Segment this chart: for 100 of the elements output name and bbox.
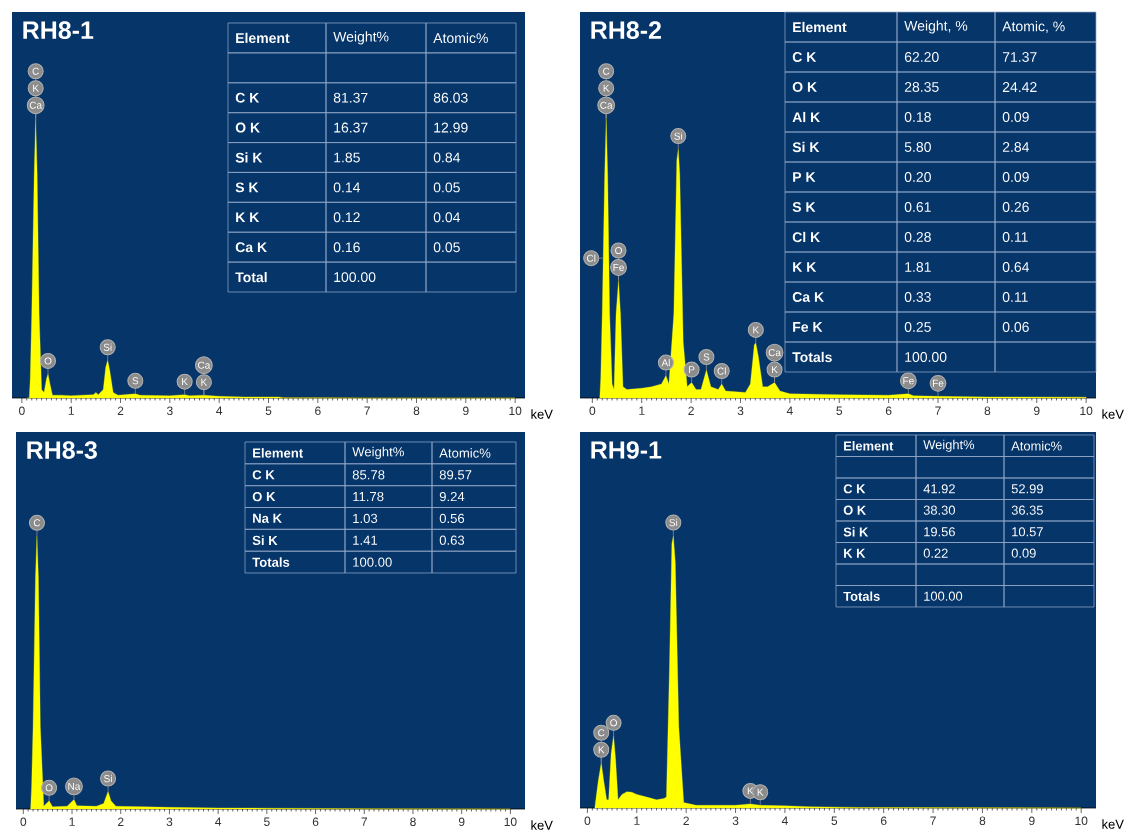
x-tick-label: 8 xyxy=(413,406,420,416)
x-tick-label: 7 xyxy=(364,406,370,415)
annotation: 0.16 xyxy=(333,242,360,253)
annotation: 5.80 xyxy=(904,142,931,152)
annotation: 0.12 xyxy=(333,212,360,223)
annotation: 0.06 xyxy=(1002,322,1029,332)
annotation: 0.05 xyxy=(433,242,460,253)
annotation: 0.05 xyxy=(433,182,460,193)
x-tick-label: 6 xyxy=(315,406,321,416)
x-tick-label: 3 xyxy=(166,406,173,416)
x-axis-title: keV xyxy=(1102,409,1124,419)
annotation: Cl K xyxy=(792,231,821,243)
annotation: K K xyxy=(844,548,866,558)
annotation: Si xyxy=(103,343,112,351)
annotation: 1.85 xyxy=(334,152,360,163)
x-tick-label: 10 xyxy=(504,817,517,827)
annotation: K K xyxy=(793,262,817,272)
x-tick-label: 5 xyxy=(264,817,270,826)
x-tick-label: 5 xyxy=(831,816,838,825)
annotation: Fe xyxy=(932,379,944,387)
x-tick-label: 2 xyxy=(688,406,694,415)
annotation: Total xyxy=(235,271,267,283)
annotation: Al xyxy=(661,359,670,367)
annotation: 0.33 xyxy=(904,292,931,302)
x-tick-label: 9 xyxy=(458,817,465,827)
x-tick-label: 4 xyxy=(786,406,793,415)
annotation: Si xyxy=(669,518,678,527)
x-tick-label: 8 xyxy=(979,816,986,826)
annotation: O xyxy=(45,784,53,792)
annotation: 0.04 xyxy=(433,212,461,223)
annotation: 12.99 xyxy=(434,122,468,133)
annotation: K xyxy=(757,788,764,796)
annotation: 100.00 xyxy=(905,352,947,362)
annotation: 1.41 xyxy=(353,535,378,545)
annotation: O xyxy=(615,246,622,255)
x-tick-label: 3 xyxy=(732,816,739,826)
x-tick-label: 6 xyxy=(312,817,319,827)
annotation: O xyxy=(44,357,52,365)
x-tick-label: 7 xyxy=(935,406,941,415)
annotation: K xyxy=(772,366,778,374)
annotation: 100.00 xyxy=(353,557,392,567)
annotation: Si K xyxy=(235,152,263,163)
annotation: K K xyxy=(236,212,260,223)
x-axis-title: keV xyxy=(531,820,553,830)
annotation: 19.56 xyxy=(924,527,955,537)
annotation: Ca xyxy=(768,349,781,357)
annotation: 0.14 xyxy=(333,182,361,193)
annotation: Si xyxy=(674,132,683,140)
annotation: C xyxy=(33,519,41,527)
annotation: Fe xyxy=(613,264,624,271)
x-tick-label: 5 xyxy=(265,406,272,415)
annotation: 100.00 xyxy=(334,272,376,283)
annotation: Si K xyxy=(843,527,869,537)
annotation: K xyxy=(753,326,760,334)
annotation: 0.09 xyxy=(1002,112,1029,122)
x-tick-label: 5 xyxy=(836,406,843,415)
annotation: 100.00 xyxy=(924,591,963,601)
x-tick-label: 1 xyxy=(68,406,74,415)
x-tick-label: 9 xyxy=(1029,816,1035,826)
x-tick-label: 4 xyxy=(781,816,788,825)
annotation: Totals xyxy=(843,591,880,601)
annotation: P K xyxy=(793,172,816,182)
annotation: K xyxy=(182,378,188,386)
chart-title: RH8-3 xyxy=(27,441,97,459)
annotation: 0.09 xyxy=(1002,172,1029,182)
annotation: 0.63 xyxy=(439,535,465,545)
annotation: K xyxy=(603,84,610,92)
annotation: 0.64 xyxy=(1002,262,1030,272)
annotation: 2.84 xyxy=(1002,142,1030,152)
annotation: K xyxy=(33,84,39,92)
x-tick-label: 1 xyxy=(639,406,645,415)
annotation: 0.61 xyxy=(904,202,931,212)
x-tick-label: 2 xyxy=(117,406,124,415)
annotation: C xyxy=(598,729,605,737)
annotation: Fe K xyxy=(793,322,823,332)
x-tick-label: 9 xyxy=(1033,406,1040,416)
x-tick-label: 10 xyxy=(1075,816,1088,826)
annotation: S K xyxy=(235,182,259,193)
annotation: Ca xyxy=(29,101,43,109)
x-tick-label: 10 xyxy=(1080,406,1093,416)
x-tick-label: 9 xyxy=(463,406,469,416)
x-tick-label: 1 xyxy=(634,816,640,825)
annotation: 16.37 xyxy=(334,122,368,133)
x-tick-label: 0 xyxy=(20,817,27,827)
annotation: 0.84 xyxy=(433,152,461,163)
x-tick-label: 10 xyxy=(509,406,522,416)
annotation: O K xyxy=(235,122,260,133)
annotation: Cl xyxy=(587,254,596,262)
x-tick-label: 2 xyxy=(117,817,124,826)
annotation: 0.09 xyxy=(1011,548,1036,558)
annotation: 1.81 xyxy=(905,262,931,272)
x-tick-label: 8 xyxy=(410,817,416,827)
chart-title: RH9-1 xyxy=(591,441,662,459)
x-tick-label: 1 xyxy=(69,817,75,826)
x-tick-label: 7 xyxy=(361,817,367,826)
chart-title: RH8-1 xyxy=(23,21,94,40)
annotation: Na xyxy=(68,782,81,790)
annotation: 0.11 xyxy=(1002,232,1028,242)
annotation: Si K xyxy=(252,535,278,545)
annotation: Si xyxy=(104,774,112,783)
